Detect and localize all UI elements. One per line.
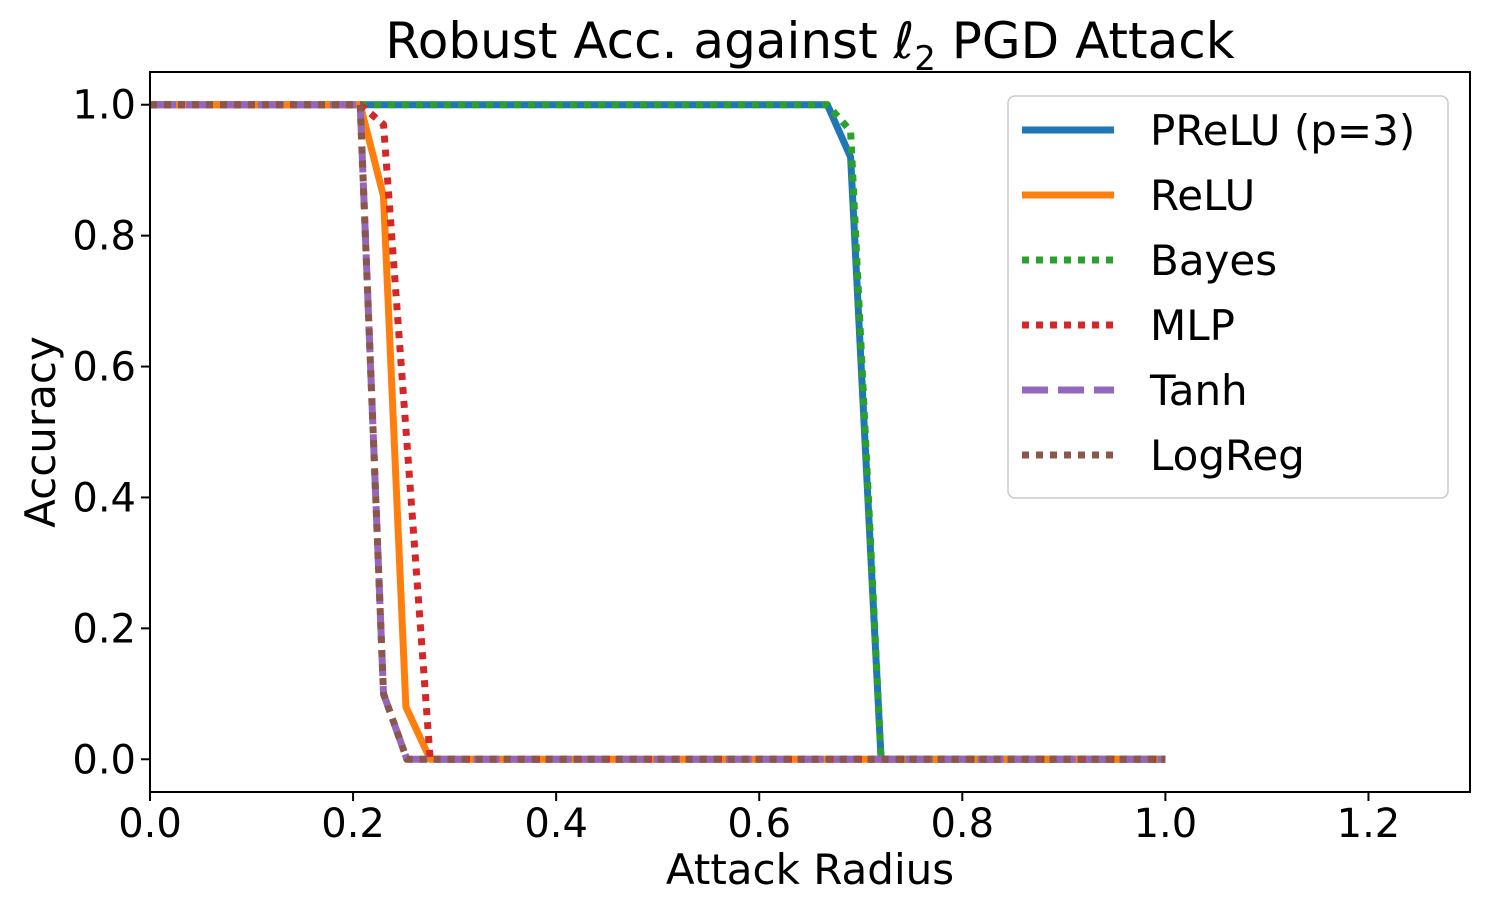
series-line-2 [150, 101, 1166, 763]
legend-label: MLP [1150, 301, 1235, 350]
y-tick-label: 0.0 [72, 737, 136, 783]
y-tick-label: 1.0 [72, 83, 136, 129]
x-tick-label: 0.0 [118, 801, 182, 847]
legend-label: ReLU [1150, 171, 1255, 220]
plot-frame [149, 71, 1471, 793]
legend-label: PReLU (p=3) [1150, 106, 1415, 155]
x-axis-label: Attack Radius [666, 845, 954, 894]
y-tick-label: 0.8 [72, 214, 136, 260]
legend: PReLU (p=3) ReLU Bayes MLP Tanh LogReg [1007, 95, 1449, 499]
series-line-0 [150, 101, 1166, 763]
x-tick-label: 1.2 [1337, 801, 1401, 847]
legend-label: Bayes [1150, 236, 1277, 285]
y-tick-label: 0.2 [72, 606, 136, 652]
series-line-5 [150, 101, 1166, 763]
x-tick-label: 0.8 [930, 801, 994, 847]
y-tick-label: 0.4 [72, 475, 136, 521]
legend-label: LogReg [1150, 431, 1305, 480]
x-tick-label: 0.4 [524, 801, 588, 847]
chart-title: Robust Acc. against ℓ2 PGD Attack [385, 12, 1234, 79]
x-axis: 0.0 0.2 0.4 0.6 0.8 1.0 1.2 [118, 792, 1400, 847]
y-axis-label: Accuracy [16, 336, 65, 528]
x-tick-label: 0.6 [727, 801, 791, 847]
series-layer [150, 101, 1166, 763]
y-tick-label: 0.6 [72, 345, 136, 391]
legend-box [1007, 95, 1449, 499]
y-axis: 0.0 0.2 0.4 0.6 0.8 1.0 [72, 83, 150, 783]
x-tick-label: 1.0 [1134, 801, 1198, 847]
x-tick-label: 0.2 [321, 801, 385, 847]
legend-label: Tanh [1149, 366, 1248, 415]
